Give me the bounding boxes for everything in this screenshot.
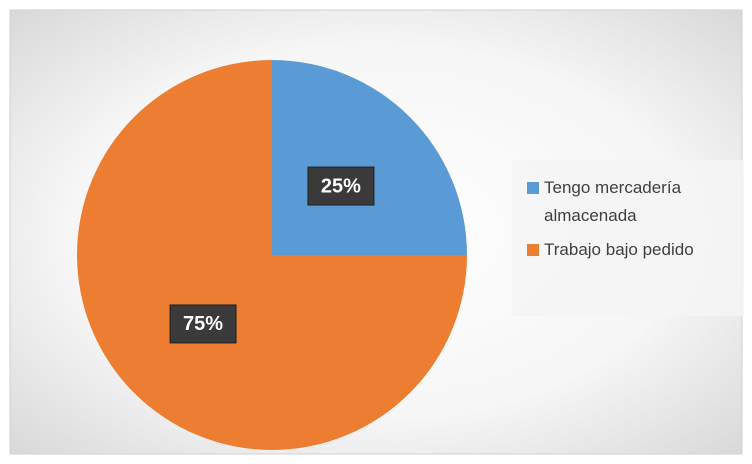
data-label-box [307,166,375,206]
legend-swatch [527,182,539,194]
legend-item: Trabajo bajo pedido [527,236,734,264]
legend-swatch [527,244,539,256]
data-label: 75% [183,313,223,335]
pie-slice [272,60,467,255]
data-label-box [169,304,237,344]
legend-label: Tengo mercadería almacenada [544,178,682,225]
pie-slice [77,60,467,450]
data-label: 25% [321,175,361,197]
legend-item: Tengo mercadería almacenada [527,174,734,230]
legend: Tengo mercadería almacenada Trabajo bajo … [512,160,744,316]
legend-label: Trabajo bajo pedido [544,240,694,259]
